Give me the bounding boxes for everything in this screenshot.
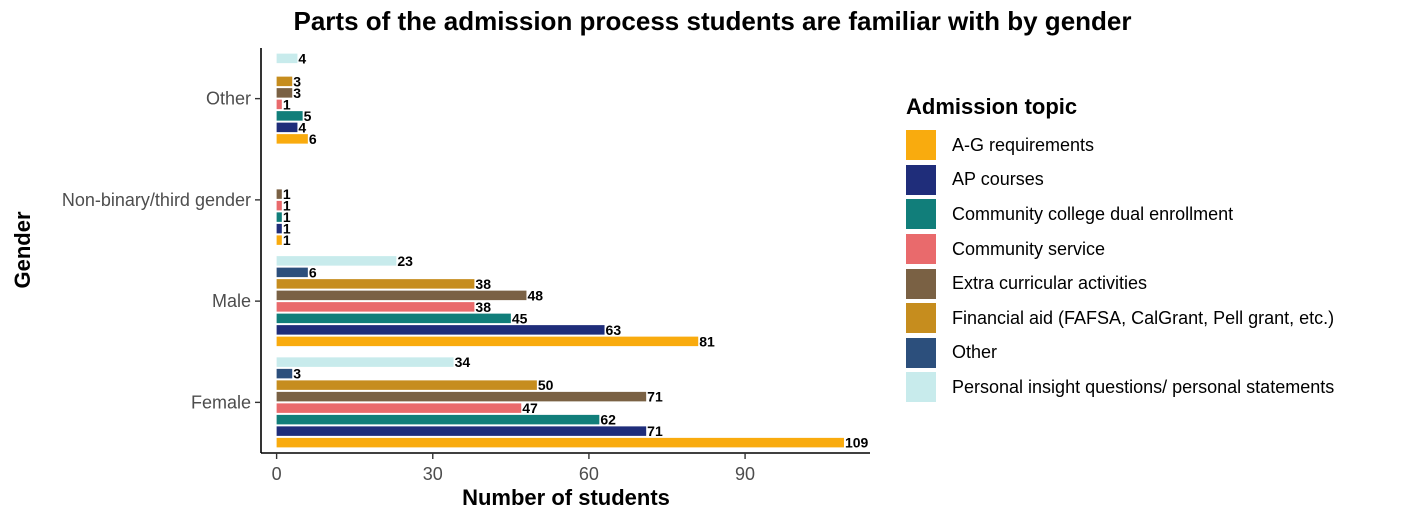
data-label: 1 <box>283 96 291 112</box>
data-label: 3 <box>293 85 301 101</box>
y-tick-label: Non-binary/third gender <box>62 190 251 210</box>
data-label: 71 <box>647 423 663 439</box>
bar <box>276 302 475 312</box>
bar <box>276 336 699 347</box>
bar <box>276 111 303 121</box>
y-tick-label: Female <box>191 392 251 412</box>
legend-item: Community college dual enrollment <box>906 197 1334 232</box>
data-label: 38 <box>475 299 491 315</box>
data-label: 1 <box>283 198 291 214</box>
legend-label: AP courses <box>952 169 1044 190</box>
x-tick-label: 30 <box>423 464 443 484</box>
bar <box>276 414 600 425</box>
bar <box>276 76 293 87</box>
bar <box>276 223 282 234</box>
legend-swatch <box>906 130 936 161</box>
bar <box>276 122 298 133</box>
bar <box>276 235 282 245</box>
legend-label: Community service <box>952 238 1106 259</box>
y-tick-label: Other <box>206 89 251 109</box>
data-label: 4 <box>298 50 306 66</box>
legend-item: A-G requirements <box>906 128 1334 163</box>
data-label: 62 <box>600 412 616 428</box>
data-label: 50 <box>538 377 554 393</box>
legend-swatch <box>906 372 936 403</box>
data-label: 47 <box>522 400 538 416</box>
bar <box>276 380 537 390</box>
data-label: 38 <box>475 276 491 292</box>
legend-item: Extra curricular activities <box>906 266 1334 301</box>
data-label: 3 <box>293 366 301 382</box>
legend-label: Extra curricular activities <box>952 273 1148 294</box>
data-label: 1 <box>283 232 291 248</box>
bar <box>276 313 511 324</box>
legend-item: Financial aid (FAFSA, CalGrant, Pell gra… <box>906 301 1334 336</box>
legend-swatch <box>906 164 936 195</box>
legend-label: Financial aid (FAFSA, CalGrant, Pell gra… <box>952 307 1335 328</box>
bars-layer <box>276 53 844 448</box>
bar <box>276 437 844 448</box>
data-label: 3 <box>293 73 301 89</box>
bar <box>276 391 647 402</box>
legend-label: Other <box>952 342 998 363</box>
bar <box>276 212 282 222</box>
bar <box>276 325 605 335</box>
legend-swatch <box>906 303 936 334</box>
data-label: 1 <box>283 186 291 202</box>
bar <box>276 368 293 379</box>
bar <box>276 53 298 64</box>
y-tick-label: Male <box>212 291 251 311</box>
chart-title: Parts of the admission process students … <box>293 6 1132 36</box>
bar <box>276 88 293 98</box>
bar <box>276 99 282 110</box>
data-label: 6 <box>309 264 317 280</box>
legend-item: Other <box>906 336 1334 371</box>
data-labels-layer: 1097162477150334816345384838623111116451… <box>283 50 869 450</box>
legend-swatch <box>906 234 936 265</box>
legend-item: AP courses <box>906 163 1334 198</box>
data-label: 23 <box>397 253 413 269</box>
legend-swatch <box>906 199 936 230</box>
x-axis-title: Number of students <box>462 485 670 510</box>
bar <box>276 200 282 211</box>
x-tick-label: 60 <box>579 464 599 484</box>
data-label: 5 <box>304 108 312 124</box>
legend-swatch <box>906 268 936 299</box>
legend-item: Personal insight questions/ personal sta… <box>906 370 1334 405</box>
legend-label: Community college dual enrollment <box>952 203 1234 224</box>
bar <box>276 134 308 144</box>
data-label: 109 <box>845 435 869 451</box>
data-label: 6 <box>309 131 317 147</box>
y-ticks: Female Male Non-binary/third gender Other <box>62 89 261 412</box>
legend-title: Admission topic <box>906 94 1078 119</box>
bar <box>276 279 475 289</box>
legend-swatch <box>906 337 936 368</box>
legend-label: Personal insight questions/ personal sta… <box>952 376 1335 397</box>
data-label: 1 <box>283 209 291 225</box>
bar <box>276 189 282 199</box>
data-label: 45 <box>512 310 528 326</box>
data-label: 1 <box>283 221 291 237</box>
bar <box>276 426 647 436</box>
bar <box>276 256 397 266</box>
data-label: 34 <box>455 354 471 370</box>
legend: Admission topic A-G requirements AP cours… <box>906 94 1334 405</box>
bar <box>276 403 522 413</box>
legend-items: A-G requirements AP courses Community coll… <box>906 128 1334 405</box>
data-label: 48 <box>527 287 543 303</box>
y-axis-title: Gender <box>10 211 35 288</box>
legend-item: Community service <box>906 232 1334 267</box>
data-label: 4 <box>298 119 306 135</box>
bar <box>276 267 308 278</box>
data-label: 71 <box>647 389 663 405</box>
x-tick-label: 0 <box>272 464 282 484</box>
data-label: 81 <box>699 333 715 349</box>
x-ticks: 0 30 60 90 <box>272 453 755 484</box>
x-tick-label: 90 <box>735 464 755 484</box>
data-label: 63 <box>606 322 622 338</box>
bar <box>276 357 454 367</box>
legend-label: A-G requirements <box>952 134 1095 155</box>
bar <box>276 290 527 301</box>
